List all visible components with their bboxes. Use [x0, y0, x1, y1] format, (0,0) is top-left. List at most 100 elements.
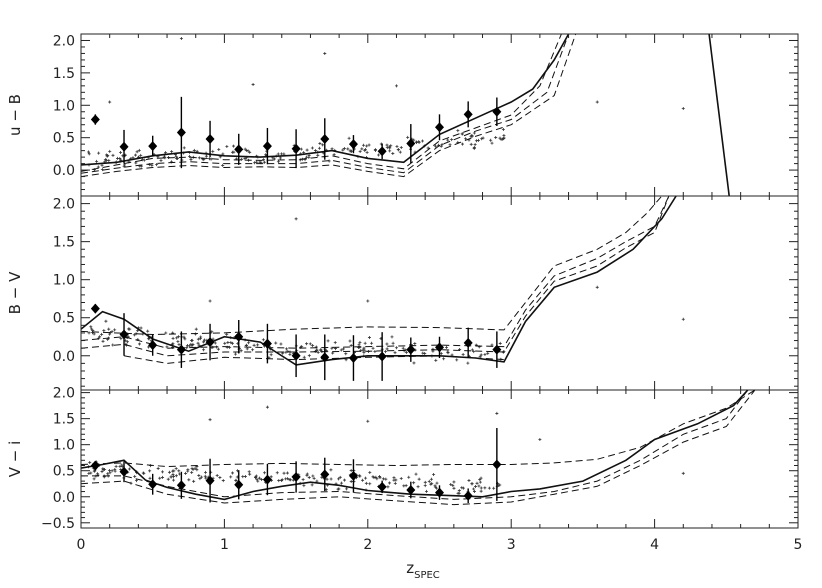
scatter-point [302, 355, 306, 359]
x-axis: zSPEC 0 1 2 3 4 5 [77, 537, 803, 581]
scatter-point [487, 486, 491, 490]
scatter-point [127, 327, 131, 331]
scatter-point [364, 476, 368, 480]
scatter-point [399, 476, 403, 480]
binned-mean-marker [119, 329, 129, 340]
scatter-point [474, 485, 478, 489]
scatter-point [326, 339, 330, 343]
scatter-point [106, 472, 110, 476]
outlier-point [208, 299, 212, 303]
scatter-point [349, 479, 353, 483]
scatter-points [87, 217, 685, 365]
scatter-point [473, 143, 477, 147]
scatter-point [395, 144, 399, 148]
scatter-point [423, 352, 427, 356]
scatter-point [211, 337, 215, 341]
scatter-point [394, 346, 398, 350]
outlier-point [366, 419, 370, 423]
scatter-point [435, 481, 439, 485]
scatter-point [479, 476, 483, 480]
scatter-point [320, 475, 324, 479]
scatter-point [333, 341, 337, 345]
scatter-point [472, 487, 476, 491]
scatter-point [423, 484, 427, 488]
scatter-point [386, 485, 390, 489]
scatter-point [384, 350, 388, 354]
scatter-point [310, 146, 314, 150]
panel-frame [80, 195, 799, 391]
binned-mean-marker [176, 480, 186, 491]
scatter-point [197, 474, 201, 478]
scatter-point [146, 337, 150, 341]
scatter-point [272, 157, 276, 161]
scatter-point [133, 475, 137, 479]
scatter-point [234, 479, 238, 483]
outlier-point [265, 405, 269, 409]
scatter-point [186, 468, 190, 472]
scatter-point [193, 466, 197, 470]
y-tick-label: 1.5 [53, 235, 75, 251]
scatter-point [146, 345, 150, 349]
scatter-point [183, 337, 187, 341]
binned-mean-marker [406, 344, 416, 355]
scatter-point [217, 148, 221, 152]
scatter-point [398, 150, 402, 154]
scatter-point [472, 490, 476, 494]
outlier-point [179, 37, 183, 41]
scatter-point [498, 136, 502, 140]
scatter-point [192, 148, 196, 152]
binned-mean-marker [262, 338, 272, 349]
scatter-point [501, 137, 505, 141]
scatter-point [255, 477, 259, 481]
scatter-point [286, 349, 290, 353]
binned-mean-marker [291, 471, 301, 482]
scatter-point [439, 351, 443, 355]
scatter-point [345, 487, 349, 491]
outlier-point [394, 84, 398, 88]
scatter-point [247, 470, 251, 474]
binned-mean-marker [291, 143, 301, 154]
binned-mean-marker [377, 351, 387, 362]
scatter-point [87, 152, 91, 156]
scatter-point [169, 475, 173, 479]
scatter-point [367, 143, 371, 147]
scatter-point [252, 343, 256, 347]
scatter-point [305, 472, 309, 476]
scatter-point [368, 482, 372, 486]
scatter-point [229, 341, 233, 345]
scatter-point [139, 326, 143, 330]
model-track-dashed [81, 196, 670, 349]
x-axis-label-subscript: SPEC [414, 570, 440, 581]
scatter-point [278, 156, 282, 160]
y-tick-label: 0.0 [53, 163, 75, 179]
binned-mean-marker [463, 109, 473, 120]
y-tick-label: 0.0 [53, 490, 75, 506]
scatter-point [391, 151, 395, 155]
outlier-point [681, 107, 685, 111]
scatter-point [88, 461, 92, 465]
scatter-point [317, 146, 321, 150]
scatter-point [248, 472, 252, 476]
x-tick-label: 0 [77, 537, 86, 553]
scatter-point [343, 478, 347, 482]
scatter-point [135, 150, 139, 154]
scatter-point [282, 471, 286, 475]
scatter-point [190, 467, 194, 471]
scatter-point [260, 477, 264, 481]
scatter-point [446, 138, 450, 142]
scatter-point [277, 479, 281, 483]
scatter-point [381, 477, 385, 481]
scatter-point [464, 137, 468, 141]
binned-mean-marker [320, 352, 330, 363]
binned-mean-marker [377, 481, 387, 492]
scatter-point [361, 478, 365, 482]
scatter-point [385, 347, 389, 351]
scatter-point [175, 336, 179, 340]
binned-mean-marker [406, 484, 416, 495]
scatter-point [253, 161, 257, 165]
scatter-point [240, 157, 244, 161]
scatter-point [349, 149, 353, 153]
scatter-point [105, 153, 109, 157]
binned-mean-marker [148, 479, 158, 490]
scatter-point [479, 353, 483, 357]
